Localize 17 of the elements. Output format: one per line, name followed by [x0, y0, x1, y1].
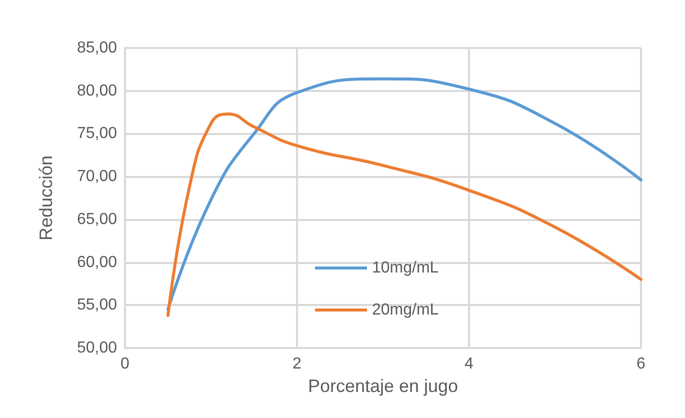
x-tick-label: 0	[120, 356, 130, 372]
y-tick-label: 85,00	[76, 40, 118, 56]
y-tick-label: 80,00	[76, 82, 118, 100]
y-tick-label: 75,00	[76, 125, 118, 142]
y-tick-label: 60,00	[76, 254, 118, 271]
y-tick-label: 55,00	[76, 296, 118, 314]
line-series	[166, 112, 642, 317]
y-tick-label: 70,00	[76, 168, 118, 186]
x-tick-label: 2	[292, 356, 302, 372]
y-tick-label: 65,00	[76, 210, 118, 228]
y-axis-title: Reducción	[36, 155, 56, 241]
y-tick-label: 50,00	[76, 340, 118, 356]
legend-label: 20mg/mL	[372, 302, 439, 318]
x-axis-title: Porcentaje en jugo	[308, 376, 458, 396]
legend-label: 10mg/mL	[372, 260, 439, 276]
x-tick-label: 4	[464, 356, 474, 372]
x-tick-label: 6	[636, 356, 646, 372]
